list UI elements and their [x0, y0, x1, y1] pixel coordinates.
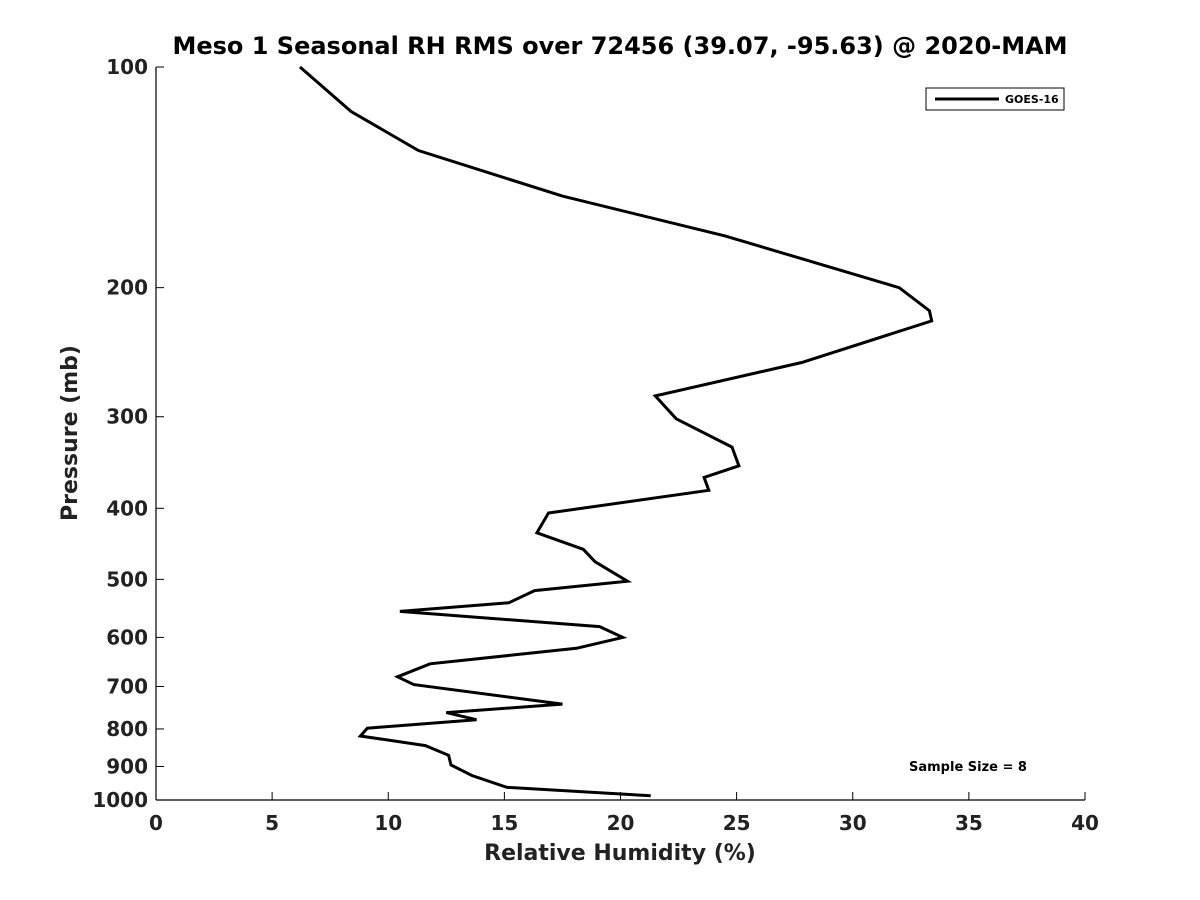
- chart-title: Meso 1 Seasonal RH RMS over 72456 (39.07…: [172, 32, 1067, 60]
- y-tick-label: 300: [106, 405, 148, 429]
- y-tick-label: 700: [106, 674, 148, 698]
- x-axis-ticks: 0 5 10 15 20 25 30 35 40: [149, 792, 1099, 835]
- legend: GOES-16: [925, 87, 1065, 111]
- y-tick-label: 1000: [92, 788, 148, 812]
- x-tick-label: 25: [723, 811, 751, 835]
- x-tick-label: 5: [265, 811, 279, 835]
- y-tick-label: 900: [106, 754, 148, 778]
- y-tick-label: 100: [106, 55, 148, 79]
- series-line-goes-16: [299, 65, 934, 798]
- y-tick-label: 500: [106, 567, 148, 591]
- x-tick-label: 15: [490, 811, 518, 835]
- x-axis-label: Relative Humidity (%): [484, 841, 756, 866]
- y-axis-ticks: 100 200 300 400 500 600 700 800 900 1000: [92, 55, 164, 812]
- x-tick-label: 35: [955, 811, 983, 835]
- x-tick-label: 10: [374, 811, 402, 835]
- y-tick-label: 400: [106, 496, 148, 520]
- y-tick-label: 800: [106, 717, 148, 741]
- y-tick-label: 200: [106, 276, 148, 300]
- y-tick-label: 600: [106, 625, 148, 649]
- x-tick-label: 40: [1071, 811, 1099, 835]
- y-axis-label: Pressure (mb): [58, 345, 83, 521]
- x-tick-label: 30: [839, 811, 867, 835]
- plot-area: 0 5 10 15 20 25 30 35 40 100 200 300 400 500 600 700 80…: [92, 55, 1099, 835]
- x-tick-label: 0: [149, 811, 163, 835]
- legend-label-goes-16: GOES-16: [1005, 93, 1059, 106]
- sample-size-annotation: Sample Size = 8: [909, 760, 1027, 775]
- x-tick-label: 20: [607, 811, 635, 835]
